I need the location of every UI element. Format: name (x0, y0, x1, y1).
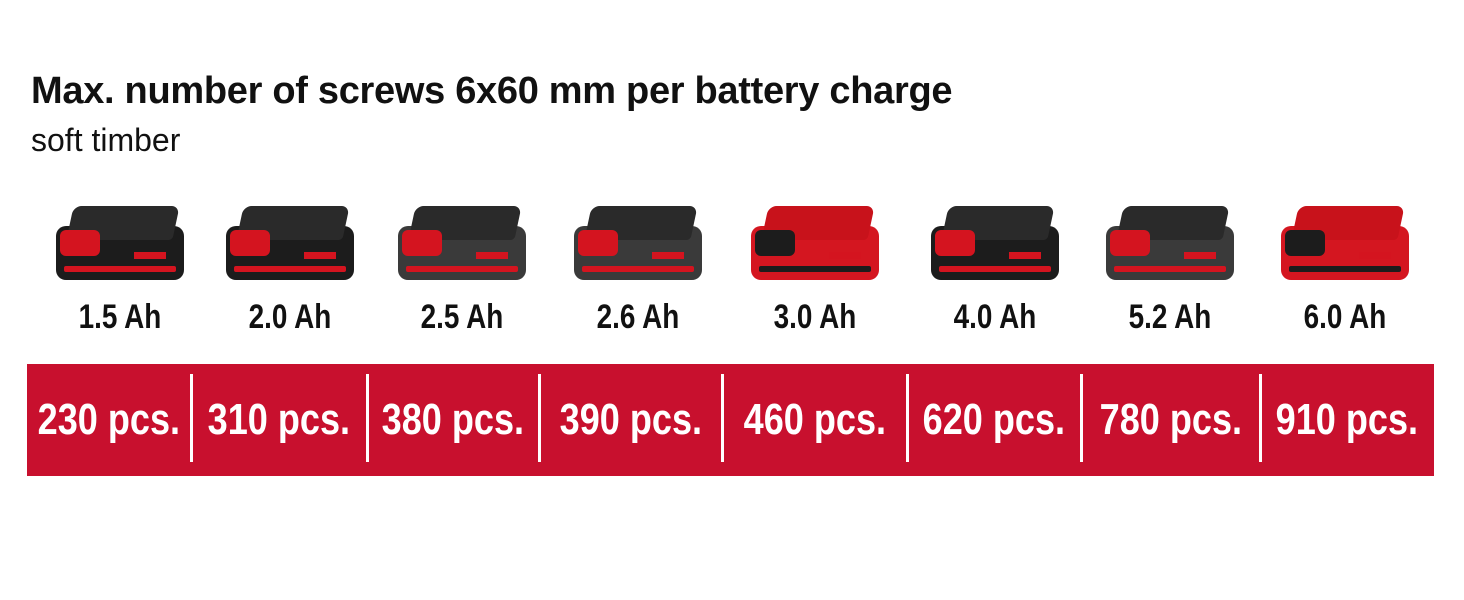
cell-divider (538, 374, 541, 462)
screw-count-value: 390 pcs. (559, 395, 702, 444)
screw-count-value: 910 pcs. (1275, 395, 1419, 444)
battery-capacity-label: 2.5 Ah (420, 298, 504, 336)
screw-count-cell: 380 pcs. (367, 364, 539, 476)
screw-count-cell: 620 pcs. (907, 364, 1081, 476)
cell-divider (906, 374, 909, 462)
screw-count-bar: 230 pcs. 310 pcs. 380 pcs. 390 pcs. 460 pcs.… (27, 364, 1434, 476)
cell-divider (366, 374, 369, 462)
screw-count-cell: 310 pcs. (191, 364, 367, 476)
battery-capacity-label: 5.2 Ah (1128, 298, 1212, 336)
screw-count-cell: 910 pcs. (1260, 364, 1434, 476)
screw-count-cell: 780 pcs. (1081, 364, 1260, 476)
screw-count-value: 380 pcs. (381, 395, 525, 444)
battery-capacity-label: 1.5 Ah (78, 298, 162, 336)
battery-pack-image (925, 196, 1065, 286)
battery-pack-image (568, 196, 708, 286)
cell-divider (1080, 374, 1083, 462)
battery-capacity-label: 2.6 Ah (596, 298, 680, 336)
screw-count-value: 780 pcs. (1099, 395, 1242, 444)
battery-capacity-label: 6.0 Ah (1303, 298, 1387, 336)
battery-pack-image (745, 196, 885, 286)
battery-capacity-label: 2.0 Ah (248, 298, 332, 336)
screw-count-cell: 460 pcs. (722, 364, 907, 476)
page-subtitle: soft timber (31, 122, 181, 158)
screw-count-cell: 390 pcs. (539, 364, 722, 476)
battery-pack-image (220, 196, 360, 286)
battery-capacity-label: 4.0 Ah (953, 298, 1037, 336)
screw-count-value: 620 pcs. (922, 395, 1066, 444)
battery-pack-image (1100, 196, 1240, 286)
cell-divider (721, 374, 724, 462)
battery-capacity-label: 3.0 Ah (773, 298, 857, 336)
battery-pack-image (1275, 196, 1415, 286)
screw-count-value: 310 pcs. (207, 395, 351, 444)
page-title: Max. number of screws 6x60 mm per batter… (31, 70, 953, 112)
screw-count-value: 230 pcs. (37, 395, 181, 444)
screw-count-cell: 230 pcs. (27, 364, 191, 476)
battery-pack-image (50, 196, 190, 286)
cell-divider (1259, 374, 1262, 462)
cell-divider (190, 374, 193, 462)
screw-count-value: 460 pcs. (743, 395, 886, 444)
battery-pack-image (392, 196, 532, 286)
